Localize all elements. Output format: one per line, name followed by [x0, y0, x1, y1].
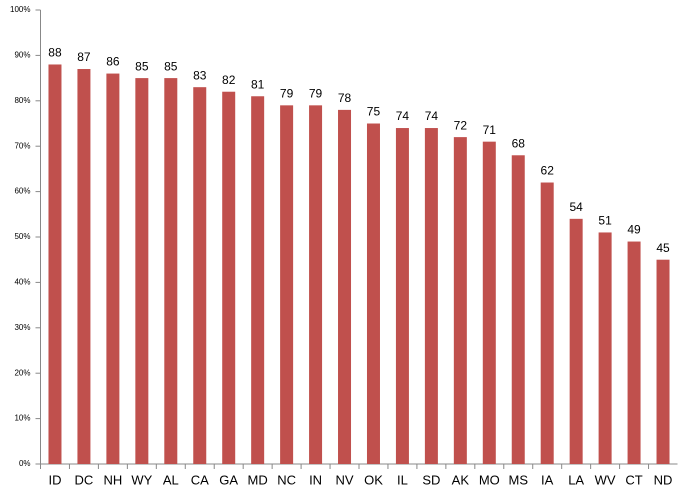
x-tick-label: CA — [191, 472, 209, 487]
bar — [280, 105, 294, 464]
x-tick-label: IA — [541, 472, 554, 487]
x-tick-label: MO — [479, 472, 500, 487]
data-label: 88 — [48, 46, 62, 60]
x-tick-label: AL — [163, 472, 179, 487]
y-tick-label: 70% — [14, 141, 30, 150]
data-label: 72 — [454, 118, 468, 132]
bar — [453, 137, 467, 464]
data-label: 49 — [627, 223, 641, 237]
x-tick-label: MD — [248, 472, 268, 487]
y-tick-label: 40% — [14, 278, 30, 287]
data-label: 51 — [598, 214, 612, 228]
x-tick-label: DC — [75, 472, 94, 487]
bar — [482, 141, 496, 464]
data-label: 74 — [425, 109, 439, 123]
data-label: 45 — [656, 241, 670, 255]
bar — [251, 96, 265, 464]
x-tick-label: ND — [654, 472, 673, 487]
x-tick-label: IN — [309, 472, 322, 487]
data-label: 78 — [338, 91, 352, 105]
bar — [395, 128, 409, 465]
data-label: 54 — [569, 200, 583, 214]
y-tick-label: 0% — [19, 459, 31, 468]
x-tick-label: LA — [568, 472, 584, 487]
bar — [135, 78, 149, 464]
x-tick-label: ID — [48, 472, 61, 487]
y-tick-label: 60% — [14, 187, 30, 196]
x-tick-label: WV — [595, 472, 616, 487]
data-label: 81 — [251, 77, 265, 91]
bar — [569, 218, 583, 464]
data-label: 62 — [541, 164, 555, 178]
y-tick-label: 20% — [14, 368, 30, 377]
data-label: 86 — [106, 55, 120, 69]
x-tick-label: OK — [364, 472, 383, 487]
y-tick-label: 50% — [14, 232, 30, 241]
bar — [424, 128, 438, 465]
bar — [366, 123, 380, 464]
data-label: 75 — [367, 105, 381, 119]
y-tick-label: 100% — [10, 5, 30, 14]
bar — [48, 64, 62, 464]
bar — [656, 259, 670, 464]
x-tick-label: CT — [625, 472, 642, 487]
bar — [164, 78, 178, 464]
x-tick-label: MS — [509, 472, 529, 487]
x-tick-label: AK — [452, 472, 470, 487]
x-tick-label: NV — [335, 472, 353, 487]
y-tick-label: 30% — [14, 323, 30, 332]
bar — [511, 155, 525, 464]
data-label: 74 — [396, 109, 410, 123]
y-tick-label: 90% — [14, 51, 30, 60]
y-tick-label: 10% — [14, 414, 30, 423]
bar — [598, 232, 612, 464]
data-label: 83 — [193, 68, 207, 82]
x-tick-label: NC — [277, 472, 296, 487]
bar — [106, 73, 120, 464]
bar — [338, 109, 352, 464]
x-tick-label: GA — [219, 472, 238, 487]
data-label: 85 — [135, 59, 149, 73]
data-label: 68 — [512, 136, 526, 150]
y-tick-label: 80% — [14, 96, 30, 105]
bar — [193, 87, 207, 465]
data-label: 87 — [77, 50, 91, 64]
data-label: 71 — [483, 123, 497, 137]
data-label: 79 — [280, 87, 294, 101]
bar — [540, 182, 554, 464]
bar — [77, 69, 91, 465]
x-tick-label: NH — [103, 472, 122, 487]
bar — [627, 241, 641, 464]
x-tick-label: SD — [422, 472, 440, 487]
bar — [309, 105, 323, 464]
data-label: 79 — [309, 87, 323, 101]
data-label: 85 — [164, 59, 178, 73]
data-label: 82 — [222, 73, 236, 87]
bar — [222, 91, 236, 464]
x-tick-label: IL — [397, 472, 408, 487]
x-tick-label: WY — [131, 472, 152, 487]
